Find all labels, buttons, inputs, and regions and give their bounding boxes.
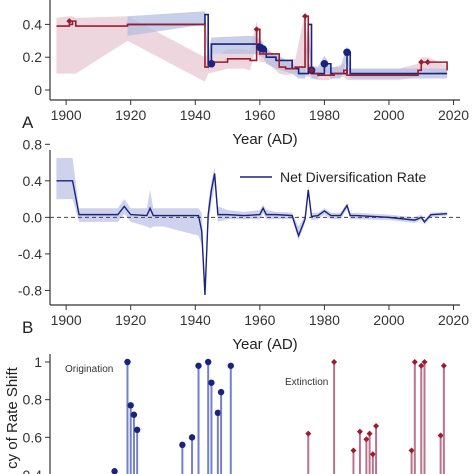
extinction-shift-point [366, 430, 373, 437]
x-tick-label: 1960 [244, 312, 275, 328]
y-tick-label: 0.4 [23, 467, 43, 474]
origination-shift-marker [320, 59, 329, 68]
panel-label: B [22, 318, 33, 337]
x-tick-label: 1900 [51, 312, 82, 328]
extinction-shift-point [373, 423, 380, 430]
x-tick-label: 2020 [438, 312, 469, 328]
origination-shift-point [111, 468, 118, 474]
x-tick-label: 1940 [180, 107, 211, 123]
extinction-shift-point [356, 428, 363, 435]
origination-shift-marker [343, 48, 351, 57]
legend-label: Net Diversification Rate [280, 169, 426, 185]
x-tick-label: 1900 [51, 107, 82, 123]
extinction-shift-point [437, 432, 444, 439]
origination-shift-point [124, 358, 131, 366]
net-diversification-line [56, 173, 448, 296]
origination-shift-point [195, 362, 202, 369]
extinction-annotation: Extinction [285, 377, 328, 388]
x-tick-label: 1920 [115, 312, 146, 328]
x-axis-title: Year (AD) [232, 131, 297, 148]
x-tick-label: 1920 [115, 107, 146, 123]
origination-shift-marker [259, 45, 267, 53]
origination-shift-point [204, 358, 212, 366]
panel-label: A [22, 113, 34, 132]
origination-shift-point [208, 379, 215, 386]
origination-shift-point [130, 411, 138, 418]
extinction-shift-marker [308, 67, 315, 74]
extinction-rate-line [56, 15, 448, 77]
origination-shift-point [188, 434, 196, 441]
x-tick-label: 2000 [373, 312, 404, 328]
extinction-shift-point [331, 359, 338, 365]
y-tick-label: -0.4 [18, 246, 42, 262]
x-tick-label: 1960 [244, 107, 275, 123]
panel-a: 1900 1920 1940 1960 1980 2000 2020 Year (AD) 0 0.… [22, 0, 469, 148]
extinction-shift-marker [302, 13, 309, 20]
extinction-shift-point [369, 451, 376, 458]
extinction-shift-marker [424, 59, 431, 66]
extinction-shift-point [408, 447, 415, 454]
extinction-shift-point [421, 359, 428, 365]
origination-shift-marker [207, 59, 216, 68]
extinction-shift-point [350, 447, 357, 454]
x-tick-label: 1980 [309, 312, 340, 328]
y-tick-label: 0 [34, 82, 42, 98]
panel-b: 1900 1920 1940 1960 1980 2000 2020 Year (AD) 0.8… [18, 136, 469, 353]
origination-shift-point [227, 362, 234, 369]
y-tick-label: 0.2 [23, 49, 43, 65]
extinction-shift-point [363, 436, 370, 443]
y-tick-label: 0.4 [23, 173, 43, 189]
extinction-shift-point [411, 359, 418, 365]
y-tick-label: 0.4 [23, 16, 43, 32]
origination-shift-point [133, 426, 141, 433]
y-tick-label: 0.6 [23, 429, 43, 445]
x-tick-label: 2020 [438, 107, 469, 123]
y-tick-label: 0.8 [23, 392, 43, 408]
origination-shift-point [214, 409, 222, 417]
origination-annotation: Origination [65, 364, 113, 375]
y-tick-label: 0.0 [23, 209, 43, 225]
extinction-shift-marker [418, 59, 425, 66]
panel-c: 1 0.8 0.6 0.4cy of Rate Shift Origination Ext… [4, 354, 447, 474]
x-tick-label: 1940 [180, 312, 211, 328]
origination-ci-band [127, 11, 448, 79]
y-axis-title: cy of Rate Shift [4, 366, 21, 469]
extinction-shift-marker [66, 18, 73, 25]
x-tick-label: 2000 [373, 107, 404, 123]
extinction-shift-point [440, 362, 447, 369]
y-tick-label: 0.8 [23, 136, 43, 152]
extinction-shift-point [305, 430, 312, 437]
x-tick-label: 1980 [309, 107, 340, 123]
y-tick-label: -0.8 [18, 282, 42, 298]
extinction-shift-point [418, 362, 425, 369]
origination-shift-point [217, 388, 225, 396]
x-axis-title: Year (AD) [232, 336, 297, 353]
y-tick-label: 1 [34, 354, 42, 370]
origination-shift-point [179, 441, 186, 449]
origination-shift-point [127, 402, 134, 409]
extinction-shift-marker [253, 26, 260, 33]
